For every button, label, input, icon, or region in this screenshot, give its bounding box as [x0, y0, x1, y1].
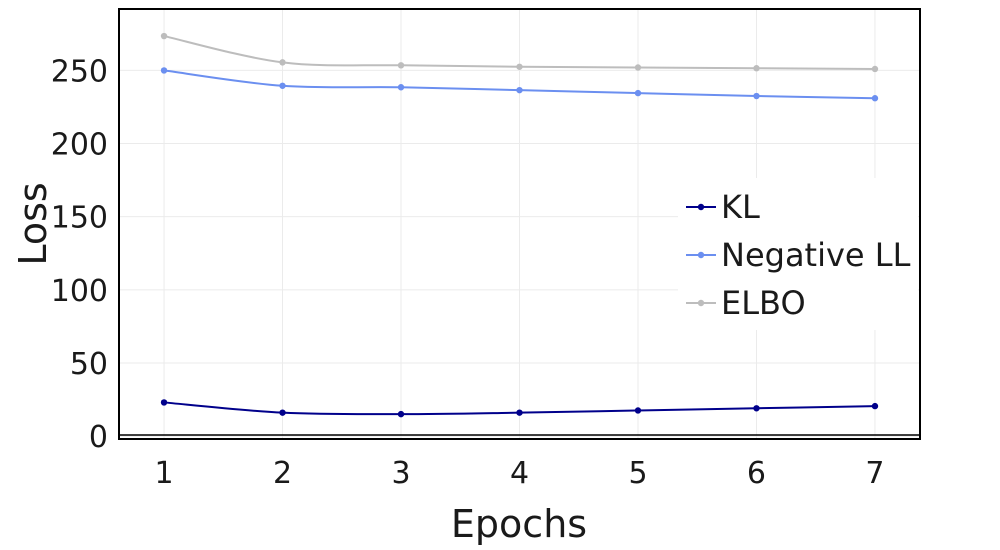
data-point	[516, 63, 523, 70]
legend-item: Negative LL	[686, 236, 911, 274]
x-tick-label: 6	[747, 456, 766, 491]
legend-label: Negative LL	[721, 236, 911, 274]
x-tick-label: 5	[628, 456, 647, 491]
legend-label: KL	[721, 188, 760, 226]
data-point	[516, 409, 523, 416]
data-point	[160, 67, 168, 74]
legend-swatch-marker	[697, 251, 705, 259]
x-tick-label: 3	[391, 456, 410, 491]
y-tick-label: 0	[89, 420, 108, 455]
series-elbo	[160, 32, 879, 73]
data-point	[871, 95, 879, 102]
data-point	[753, 92, 760, 100]
legend-swatch-marker	[697, 299, 705, 307]
x-tick-label: 7	[865, 456, 884, 491]
data-point	[634, 407, 642, 414]
data-point	[397, 84, 405, 91]
data-point	[160, 399, 168, 406]
series-layer	[160, 32, 879, 418]
x-axis-title: Epochs	[451, 502, 587, 546]
y-tick-label: 150	[51, 201, 108, 236]
y-tick-label: 50	[70, 347, 108, 382]
data-point	[753, 405, 760, 412]
legend-label: ELBO	[721, 284, 806, 322]
x-tick-label: 2	[273, 456, 292, 491]
plot-frame	[118, 8, 921, 440]
data-point	[871, 65, 879, 73]
data-point	[160, 32, 168, 40]
legend-item: ELBO	[686, 284, 806, 322]
x-tick-label: 1	[154, 456, 173, 491]
y-tick-label: 200	[51, 128, 108, 163]
series-kl	[160, 399, 879, 418]
legend-item: KL	[686, 188, 760, 226]
series-negative-ll	[160, 67, 879, 102]
y-axis-title: Loss	[11, 182, 55, 265]
legend: KL Negative LL ELBO	[678, 178, 918, 330]
data-point	[634, 89, 642, 97]
data-point	[397, 410, 405, 418]
y-tick-label: 100	[51, 274, 108, 309]
data-point	[279, 59, 286, 66]
data-point	[634, 64, 642, 71]
x-tick-label: 4	[510, 456, 529, 491]
data-point	[279, 409, 286, 416]
data-point	[753, 65, 760, 72]
data-point	[397, 62, 405, 69]
data-point	[516, 86, 523, 94]
axis-ticks: 1 2 3 4 5 6 7 0 50 100 150 200 250	[51, 54, 885, 491]
legend-swatch-marker	[697, 203, 705, 211]
legend-box	[678, 178, 918, 330]
data-point	[279, 82, 286, 89]
y-tick-label: 250	[51, 54, 108, 89]
data-point	[871, 402, 879, 410]
